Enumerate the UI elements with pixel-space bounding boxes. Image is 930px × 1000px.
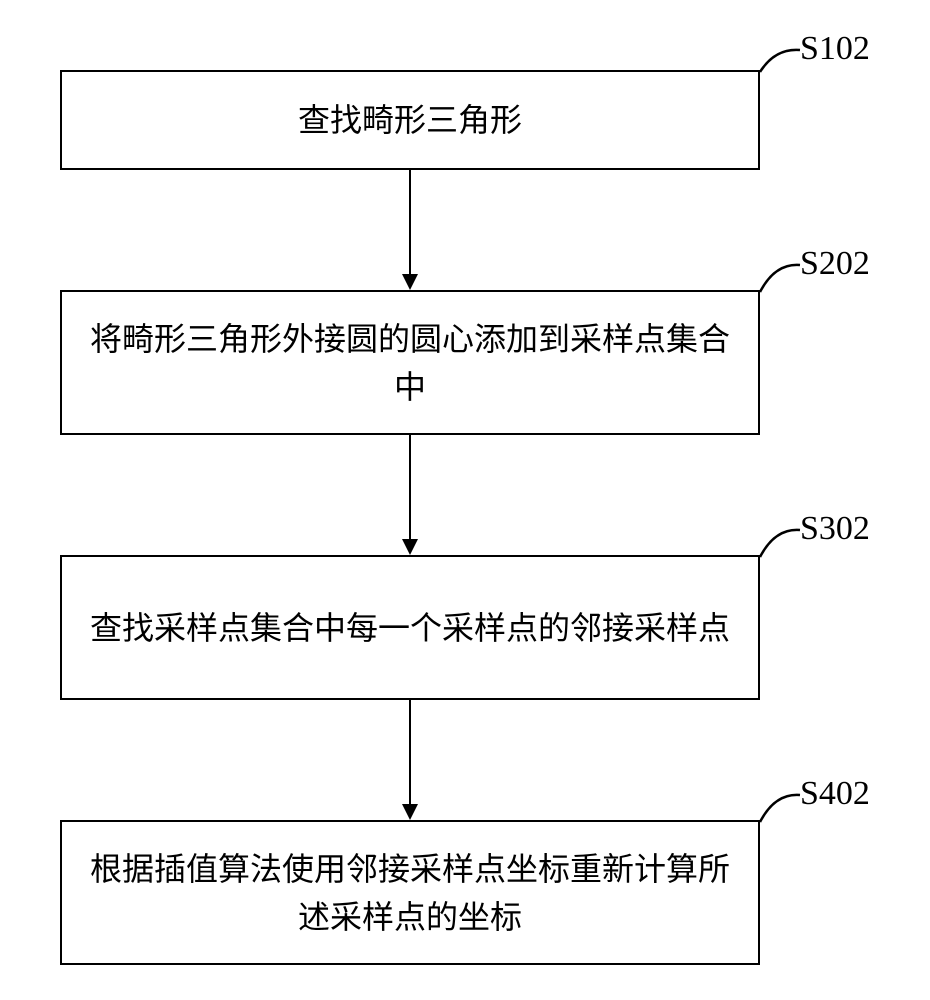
step-text: 根据插值算法使用邻接采样点坐标重新计算所述采样点的坐标: [82, 845, 738, 941]
step-box-s402: 根据插值算法使用邻接采样点坐标重新计算所述采样点的坐标: [60, 820, 760, 965]
step-text: 查找采样点集合中每一个采样点的邻接采样点: [90, 604, 730, 652]
step-text: 将畸形三角形外接圆的圆心添加到采样点集合中: [82, 315, 738, 411]
step-label-s402: S402: [800, 775, 870, 813]
step-box-s102: 查找畸形三角形: [60, 70, 760, 170]
step-text: 查找畸形三角形: [298, 96, 522, 144]
step-label-s102: S102: [800, 30, 870, 68]
step-box-s202: 将畸形三角形外接圆的圆心添加到采样点集合中: [60, 290, 760, 435]
flowchart-container: 查找畸形三角形 S102 将畸形三角形外接圆的圆心添加到采样点集合中 S202 …: [0, 0, 930, 1000]
step-label-s302: S302: [800, 510, 870, 548]
step-box-s302: 查找采样点集合中每一个采样点的邻接采样点: [60, 555, 760, 700]
step-label-s202: S202: [800, 245, 870, 283]
